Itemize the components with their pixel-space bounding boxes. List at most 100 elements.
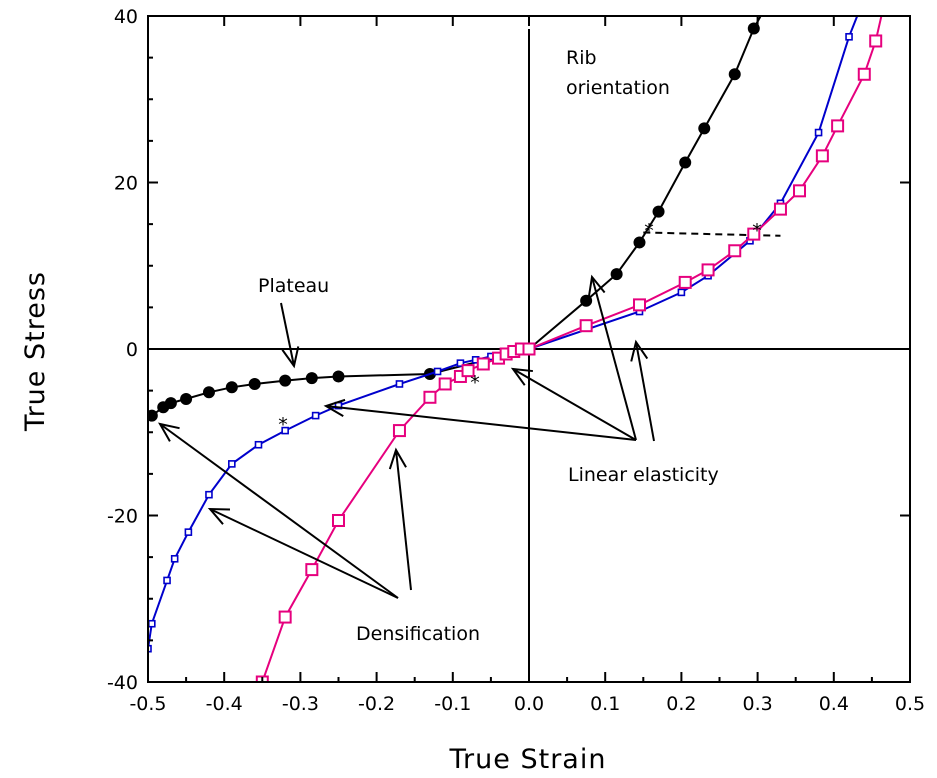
series-1-point-10 bbox=[332, 370, 345, 383]
series-1-point-15 bbox=[633, 236, 646, 249]
linear-arrow-3 bbox=[591, 276, 637, 441]
x-axis-title: True Strain bbox=[449, 744, 607, 775]
plot-content bbox=[148, 16, 910, 682]
x-tick-label-4: -0.1 bbox=[434, 693, 471, 715]
series-3-point-9 bbox=[461, 364, 475, 378]
series-3-point-5 bbox=[392, 424, 406, 438]
x-tick-label-1: -0.4 bbox=[206, 693, 243, 715]
linear-elasticity-label: Linear elasticity bbox=[568, 464, 719, 486]
densification-arrow-2-head bbox=[207, 507, 231, 525]
series-1-point-4 bbox=[180, 392, 193, 405]
series-3-point-7 bbox=[438, 377, 452, 391]
series-3-point-4 bbox=[332, 513, 345, 527]
series-2-point-4 bbox=[170, 554, 179, 563]
series-1-point-9 bbox=[305, 372, 318, 385]
series-3-point-27 bbox=[869, 34, 883, 48]
x-tick-label-6: 0.1 bbox=[590, 693, 620, 715]
series-3-point-3 bbox=[305, 563, 319, 577]
asterisk-mark-4: * bbox=[752, 220, 762, 242]
densification-arrow-1-head bbox=[158, 422, 180, 442]
x-tick-label-2: -0.3 bbox=[282, 693, 319, 715]
series-3-point-20 bbox=[728, 244, 742, 258]
series-2-point-5 bbox=[184, 528, 193, 536]
series-1-point-16 bbox=[652, 205, 665, 218]
annotation-arrows: * * * * bbox=[158, 220, 762, 599]
densification-arrow-3 bbox=[395, 449, 412, 591]
series-2-point-26 bbox=[845, 33, 853, 41]
series-2-point-2 bbox=[148, 619, 156, 628]
linear-arrow-3-head bbox=[587, 274, 606, 297]
x-tick-label-10: 0.5 bbox=[895, 693, 925, 715]
x-tick-label-0: -0.5 bbox=[129, 693, 166, 715]
series-3-point-24 bbox=[815, 149, 829, 163]
x-tick-label-9: 0.4 bbox=[819, 693, 849, 715]
densification-arrow-3-head bbox=[388, 447, 407, 470]
series-2-point-10 bbox=[311, 411, 320, 420]
rib-label-line2: orientation bbox=[566, 77, 670, 99]
series-1-point-19 bbox=[728, 68, 741, 81]
series-2-point-6 bbox=[205, 490, 213, 499]
y-tick-label-0: -40 bbox=[107, 672, 138, 694]
series-2-point-3 bbox=[163, 576, 171, 585]
series-2-point-12 bbox=[395, 380, 404, 388]
series-line-3 bbox=[261, 16, 883, 682]
y-tick-label-3: 20 bbox=[114, 173, 138, 195]
series-2-point-7 bbox=[228, 460, 236, 468]
x-tick-label-7: 0.2 bbox=[666, 693, 696, 715]
x-tick-label-8: 0.3 bbox=[742, 693, 772, 715]
series-line-1 bbox=[151, 16, 762, 417]
series-line-2 bbox=[148, 16, 859, 649]
densification-arrow-2 bbox=[209, 508, 399, 599]
y-tick-label-1: -20 bbox=[107, 506, 138, 528]
series-1-point-1 bbox=[148, 409, 158, 422]
asterisk-mark-2: * bbox=[278, 414, 288, 436]
plateau-arrow bbox=[280, 302, 295, 367]
axis-ticks: -0.5 -0.4 -0.3 -0.2 -0.1 0.0 0.1 0.2 0.3 0.4 0.5 -4… bbox=[107, 6, 925, 715]
series-2-point-9 bbox=[281, 426, 289, 435]
series-2-point-21 bbox=[677, 288, 686, 297]
series-1-point-13 bbox=[580, 294, 593, 307]
linear-arrow-2 bbox=[512, 368, 637, 441]
y-tick-label-4: 40 bbox=[114, 6, 138, 28]
densification-arrow-1 bbox=[159, 423, 399, 599]
series-1-point-14 bbox=[610, 268, 623, 281]
series-3-point-17 bbox=[632, 298, 646, 312]
series-3-point-6 bbox=[423, 390, 437, 404]
series-2-point-13 bbox=[433, 367, 442, 376]
series-1-point-7 bbox=[248, 377, 261, 390]
series-1-point-18 bbox=[698, 122, 711, 135]
asterisk-mark-3: * bbox=[644, 220, 654, 242]
linear-arrow-1 bbox=[325, 405, 637, 441]
series-1-point-3 bbox=[164, 397, 177, 410]
y-axis-title: True Stress bbox=[20, 271, 51, 432]
series-1-point-6 bbox=[225, 381, 238, 394]
series-1-point-17 bbox=[679, 156, 692, 169]
y-tick-label-2: 0 bbox=[126, 339, 138, 361]
linear-arrow-2-head bbox=[510, 367, 533, 386]
series-3-point-21 bbox=[747, 227, 761, 241]
series-3-point-19 bbox=[701, 263, 715, 277]
series-3-point-2 bbox=[278, 610, 292, 624]
series-3-point-26 bbox=[857, 67, 871, 81]
plateau-arrow-head bbox=[281, 346, 300, 369]
series-3-point-16 bbox=[579, 319, 593, 333]
series-3-point-23 bbox=[793, 184, 807, 198]
series-3-point-22 bbox=[773, 202, 787, 216]
series-3-point-18 bbox=[678, 275, 692, 289]
series-3-point-15 bbox=[522, 342, 536, 356]
series-3-point-25 bbox=[831, 119, 845, 133]
plateau-label: Plateau bbox=[258, 275, 329, 297]
series-1-point-8 bbox=[279, 374, 292, 387]
series-2-point-25 bbox=[814, 128, 823, 137]
densification-label: Densification bbox=[356, 623, 480, 645]
rib-label-line1: Rib bbox=[566, 47, 597, 69]
series-3-point-10 bbox=[476, 357, 490, 371]
x-tick-label-3: -0.2 bbox=[358, 693, 395, 715]
linear-arrow-4 bbox=[635, 341, 655, 442]
linear-arrow-4-head bbox=[630, 339, 649, 362]
series-2-point-14 bbox=[456, 359, 465, 367]
series-2-point-8 bbox=[254, 440, 263, 449]
series-2-point-1 bbox=[148, 644, 152, 653]
linear-arrow-1-head bbox=[323, 398, 346, 417]
